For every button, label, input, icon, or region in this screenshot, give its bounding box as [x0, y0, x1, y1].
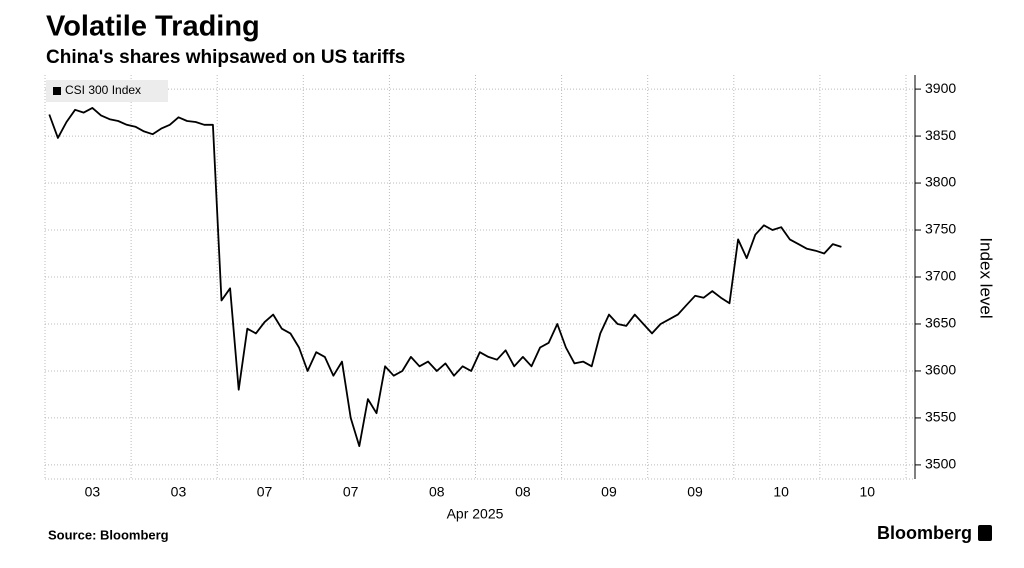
y-tick-label: 3900 [925, 80, 956, 96]
chart-subtitle: China's shares whipsawed on US tariffs [46, 47, 405, 68]
legend-swatch [53, 87, 61, 95]
x-tick-label: 10 [859, 484, 875, 500]
brand: Bloomberg [877, 523, 972, 543]
x-tick-label: 09 [601, 484, 617, 500]
x-tick-label: 03 [171, 484, 187, 500]
y-tick-label: 3850 [925, 127, 956, 143]
y-tick-label: 3550 [925, 409, 956, 425]
x-tick-label: 09 [687, 484, 703, 500]
source-note: Source: Bloomberg [48, 527, 169, 542]
y-tick-label: 3600 [925, 362, 956, 378]
y-tick-label: 3650 [925, 315, 956, 331]
x-tick-label: 07 [257, 484, 273, 500]
legend-box [46, 80, 168, 102]
y-tick-label: 3500 [925, 456, 956, 472]
y-tick-label: 3750 [925, 221, 956, 237]
y-tick-label: 3700 [925, 268, 956, 284]
x-tick-label: 03 [85, 484, 101, 500]
legend-label: CSI 300 Index [65, 83, 141, 97]
brand-icon [978, 525, 992, 541]
y-tick-label: 3800 [925, 174, 956, 190]
y-axis-label: Index level [977, 237, 996, 318]
x-tick-label: 07 [343, 484, 359, 500]
chart-title: Volatile Trading [46, 11, 260, 43]
x-tick-label: 08 [515, 484, 531, 500]
x-tick-label: 10 [773, 484, 789, 500]
price-line [48, 107, 842, 447]
x-tick-label: 08 [429, 484, 445, 500]
x-axis-label: Apr 2025 [447, 506, 504, 522]
